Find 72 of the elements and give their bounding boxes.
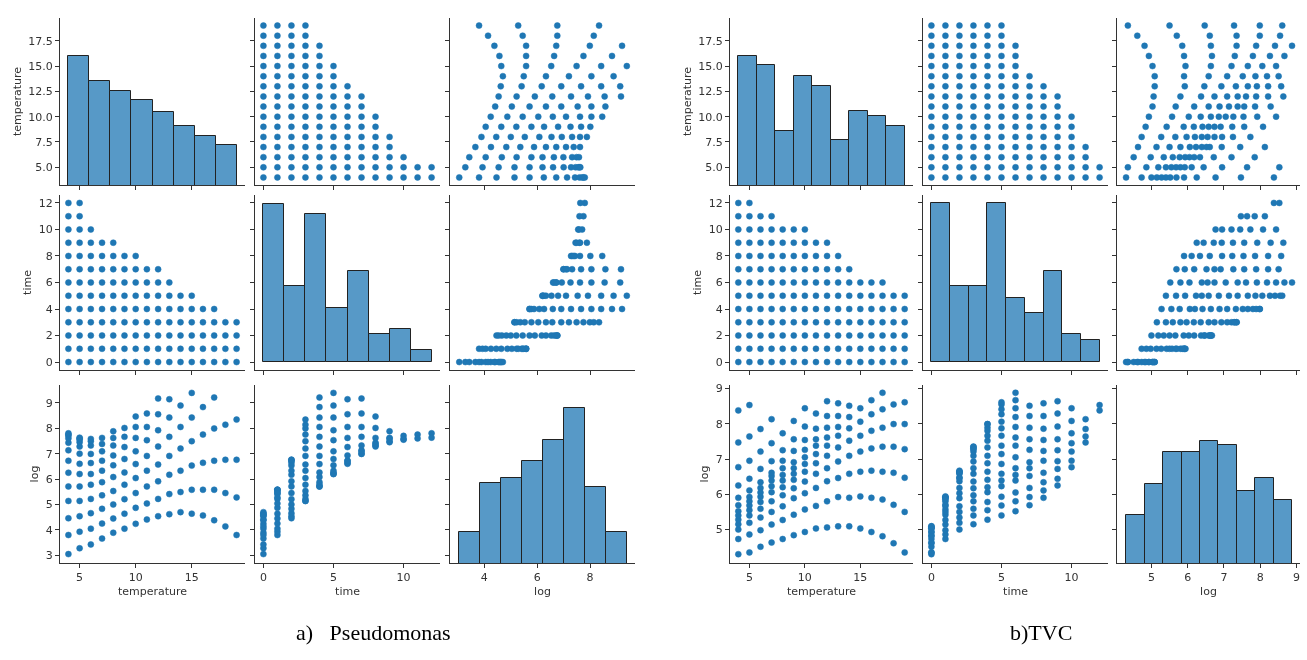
y-tick-label: 10 xyxy=(708,223,723,237)
x-tick-label: 8 xyxy=(586,571,594,585)
x-tick-label: 5 xyxy=(1147,571,1155,585)
y-tick-label: 2 xyxy=(715,329,723,343)
x-tick-label: 8 xyxy=(1256,571,1264,585)
y-tick-label: 6 xyxy=(715,276,723,290)
y-tick-label: 7.5 xyxy=(705,135,723,149)
y-tick-label: 9 xyxy=(45,396,53,410)
y-axis-title: temperature xyxy=(10,66,24,137)
x-tick-label: 5 xyxy=(76,571,84,585)
y-tick-label: 15.0 xyxy=(28,59,53,73)
x-axis-title: temperature xyxy=(117,585,188,599)
y-tick-label: 8 xyxy=(715,417,723,431)
x-tick-label: 10 xyxy=(128,571,143,585)
y-tick-label: 12.5 xyxy=(28,85,53,99)
x-tick-label: 15 xyxy=(853,571,868,585)
y-tick-label: 10 xyxy=(38,223,53,237)
x-tick-label: 15 xyxy=(184,571,199,585)
y-tick-label: 17.5 xyxy=(28,34,53,48)
y-tick-label: 7.5 xyxy=(35,135,53,149)
y-tick-label: 15.0 xyxy=(698,59,723,73)
y-tick-label: 7 xyxy=(715,452,723,466)
y-tick-label: 10.0 xyxy=(28,110,53,124)
y-tick-label: 12 xyxy=(708,196,723,210)
x-tick-label: 10 xyxy=(396,571,411,585)
text: b)TVC xyxy=(1010,620,1073,645)
text: a) Pseudomonas xyxy=(296,620,451,645)
x-axis-title: log xyxy=(1200,585,1217,599)
y-tick-label: 10.0 xyxy=(698,110,723,124)
y-axis-title: time xyxy=(691,269,705,295)
y-tick-label: 0 xyxy=(45,355,53,369)
y-tick-label: 8 xyxy=(715,249,723,263)
y-tick-label: 12 xyxy=(38,196,53,210)
x-axis-title: log xyxy=(534,585,551,599)
x-tick-label: 4 xyxy=(480,571,488,585)
y-tick-label: 9 xyxy=(715,382,723,396)
y-tick-label: 0 xyxy=(715,355,723,369)
y-tick-label: 4 xyxy=(45,523,53,537)
x-tick-label: 5 xyxy=(997,571,1005,585)
y-tick-label: 12.5 xyxy=(698,85,723,99)
y-tick-label: 5 xyxy=(715,523,723,537)
y-axis-title: log xyxy=(28,465,42,483)
x-tick-label: 0 xyxy=(927,571,935,585)
x-tick-label: 0 xyxy=(259,571,267,585)
y-tick-label: 2 xyxy=(45,329,53,343)
y-tick-label: 4 xyxy=(715,302,723,316)
y-tick-label: 6 xyxy=(45,472,53,486)
y-tick-label: 6 xyxy=(715,488,723,502)
y-tick-label: 5.0 xyxy=(705,161,723,175)
y-axis-title: time xyxy=(21,269,35,295)
y-tick-label: 17.5 xyxy=(698,34,723,48)
x-axis-title: time xyxy=(1003,585,1029,599)
y-tick-label: 7 xyxy=(45,447,53,461)
x-tick-label: 5 xyxy=(329,571,337,585)
y-tick-label: 6 xyxy=(45,276,53,290)
y-tick-label: 8 xyxy=(45,422,53,436)
y-tick-label: 5 xyxy=(45,498,53,512)
y-axis-title: log xyxy=(698,465,712,483)
x-tick-label: 6 xyxy=(1184,571,1192,585)
x-tick-label: 10 xyxy=(797,571,812,585)
x-tick-label: 7 xyxy=(1220,571,1228,585)
y-tick-label: 3 xyxy=(45,549,53,563)
x-tick-label: 10 xyxy=(1064,571,1079,585)
y-tick-label: 5.0 xyxy=(35,161,53,175)
x-axis-title: temperature xyxy=(786,585,857,599)
x-tick-label: 9 xyxy=(1292,571,1300,585)
x-axis-title: time xyxy=(335,585,361,599)
x-tick-label: 6 xyxy=(533,571,541,585)
y-tick-label: 4 xyxy=(45,302,53,316)
y-tick-label: 8 xyxy=(45,249,53,263)
y-axis-title: temperature xyxy=(680,66,694,137)
x-tick-label: 5 xyxy=(745,571,753,585)
